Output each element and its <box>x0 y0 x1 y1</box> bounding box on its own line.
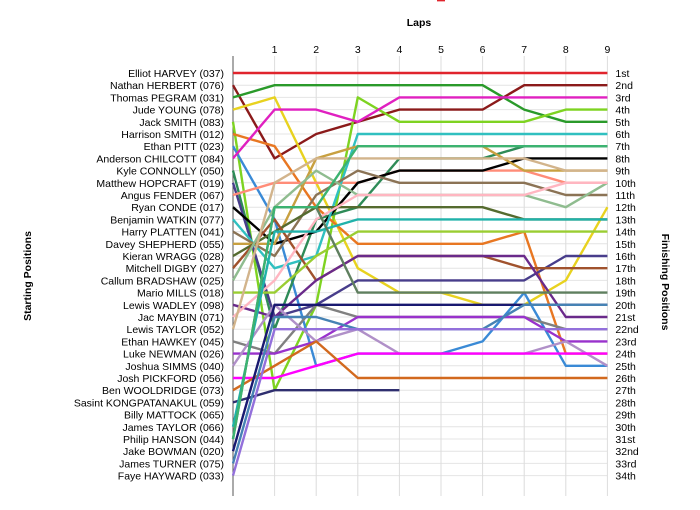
finishing-position-label: 2nd <box>615 80 633 92</box>
series-line <box>231 83 608 160</box>
finishing-position-labels: 1st2nd3rd4th5th6th7th8th9th10th11th12th1… <box>615 68 639 483</box>
starting-position-label: Thomas PEGRAM (031) <box>110 92 224 104</box>
lap-tick-label: 7 <box>521 44 527 56</box>
starting-position-label: James TAYLOR (066) <box>122 422 224 434</box>
series-line <box>232 181 608 318</box>
starting-position-label: Philip HANSON (044) <box>123 434 224 446</box>
finishing-position-label: 10th <box>615 178 636 190</box>
finishing-position-label: 30th <box>615 422 636 434</box>
finishing-position-label: 24th <box>615 349 636 361</box>
starting-position-label: Ben WOOLDRIDGE (073) <box>102 385 224 397</box>
finishing-position-label: 9th <box>615 166 630 178</box>
finishing-position-label: 7th <box>615 141 630 153</box>
finishing-position-label: 19th <box>615 288 636 300</box>
starting-position-label: Benjamin WATKIN (077) <box>110 214 224 226</box>
starting-position-label: Angus FENDER (067) <box>121 190 224 202</box>
lap-tick-labels: 1 2 3 4 5 6 7 8 9 <box>272 44 611 56</box>
finishing-position-label: 12th <box>615 202 636 214</box>
starting-position-label: Josh PICKFORD (056) <box>117 373 224 385</box>
series-line <box>233 352 608 380</box>
series-line <box>232 254 608 319</box>
finishing-position-label: 33rd <box>615 458 636 470</box>
series-line <box>231 157 608 330</box>
finishing-position-label: 26th <box>615 373 636 385</box>
finishing-position-label: 34th <box>615 471 636 483</box>
starting-position-label: Jude YOUNG (078) <box>133 105 224 117</box>
starting-position-label: Mitchell DIGBY (027) <box>126 263 224 275</box>
starting-position-label: Davey SHEPHERD (055) <box>106 239 224 251</box>
finishing-position-label: 18th <box>615 275 636 287</box>
series-line <box>231 144 608 440</box>
lap-tick-label: 5 <box>438 44 444 56</box>
finishing-position-label: 23rd <box>615 336 636 348</box>
series-line <box>232 340 608 392</box>
finishing-position-label: 29th <box>615 410 636 422</box>
finishing-position-label: 14th <box>615 227 636 239</box>
series-lines <box>231 71 609 476</box>
series-line <box>231 328 608 476</box>
finishing-position-label: 17th <box>615 263 636 275</box>
series-line <box>233 230 608 294</box>
y-axis-title-left: Starting Positions <box>22 231 34 321</box>
series-line <box>231 218 608 428</box>
lap-tick-label: 3 <box>355 44 361 56</box>
starting-position-label: Nathan HERBERT (076) <box>110 80 224 92</box>
starting-position-label: Harry PLATTEN (041) <box>122 227 225 239</box>
finishing-position-label: 1st <box>615 68 629 80</box>
finishing-position-label: 5th <box>615 117 630 129</box>
starting-position-label: Ethan PITT (023) <box>144 141 224 153</box>
starting-position-label: Jake BOWMAN (020) <box>123 446 224 458</box>
starting-position-label: Jack SMITH (083) <box>139 117 224 129</box>
finishing-position-label: 3rd <box>615 92 630 104</box>
finishing-position-label: 27th <box>615 385 636 397</box>
starting-position-label: Harrison SMITH (012) <box>121 129 224 141</box>
starting-position-label: Luke NEWMAN (026) <box>123 349 224 361</box>
y-axis-title-right: Finishing Positions <box>659 234 671 331</box>
series-line <box>232 132 608 270</box>
finishing-position-label: 28th <box>615 397 636 409</box>
starting-position-label: Lewis WADLEY (098) <box>123 300 224 312</box>
starting-position-label: James TURNER (075) <box>119 458 224 470</box>
starting-position-label: Mario MILLS (018) <box>137 288 224 300</box>
starting-position-label: Billy MATTOCK (065) <box>124 410 224 422</box>
finishing-position-label: 4th <box>615 105 630 117</box>
lap-tick-label: 1 <box>272 44 278 56</box>
starting-position-label: Matthew HOPCRAFT (019) <box>96 178 224 190</box>
finishing-position-label: 25th <box>615 361 636 373</box>
finishing-position-label: 6th <box>615 129 630 141</box>
series-line <box>232 96 608 160</box>
starting-position-label: Sasint KONGPATANAKUL (059) <box>74 397 224 409</box>
finishing-position-label: 20th <box>615 300 636 312</box>
starting-position-label: Ryan CONDE (017) <box>131 202 224 214</box>
finishing-position-label: 13th <box>615 214 636 226</box>
starting-position-label: Kyle CONNOLLY (050) <box>116 166 224 178</box>
starting-position-label: Joshua SIMMS (040) <box>125 361 224 373</box>
starting-position-label: Ethan HAWKEY (045) <box>121 336 224 348</box>
chart-title: Laps <box>407 17 432 29</box>
lap-tick-label: 6 <box>480 44 486 56</box>
series-line <box>232 389 400 404</box>
finishing-position-label: 32nd <box>615 446 639 458</box>
finishing-position-label: 8th <box>615 153 630 165</box>
lap-tick-label: 9 <box>604 44 610 56</box>
starting-position-label: Lewis TAYLOR (052) <box>127 324 224 336</box>
lap-tick-label: 8 <box>563 44 569 56</box>
starting-position-label: Kieran WRAGG (028) <box>122 251 224 263</box>
starting-position-label: Callum BRADSHAW (025) <box>101 275 224 287</box>
lap-tick-label: 2 <box>313 44 319 56</box>
lap-tick-label: 4 <box>396 44 402 56</box>
finishing-position-label: 31st <box>615 434 635 446</box>
starting-position-label: Elliot HARVEY (037) <box>128 68 224 80</box>
finishing-position-label: 16th <box>615 251 636 263</box>
starting-position-label: Anderson CHILCOTT (084) <box>96 153 224 165</box>
starting-position-label: Jac MAYBIN (071) <box>138 312 224 324</box>
series-line <box>232 157 608 246</box>
starting-position-label: Faye HAYWARD (033) <box>118 471 224 483</box>
finishing-position-label: 22nd <box>615 324 639 336</box>
finishing-position-label: 15th <box>615 239 636 251</box>
finishing-position-label: 11th <box>615 190 635 202</box>
finishing-position-label: 21st <box>615 312 635 324</box>
starting-position-labels: Elliot HARVEY (037)Nathan HERBERT (076)T… <box>74 68 224 483</box>
